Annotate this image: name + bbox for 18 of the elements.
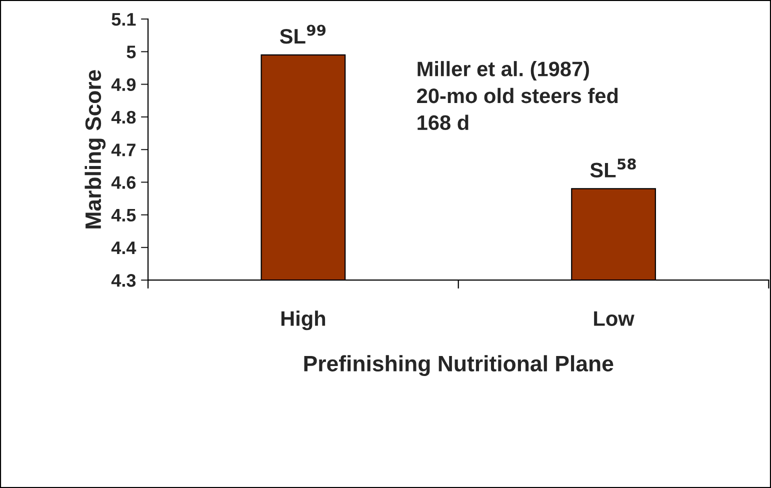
annotation: 168 d <box>418 114 468 130</box>
annotation: SL$^{99}$ <box>280 24 326 44</box>
y-tick-label: 4.9 <box>111 78 136 92</box>
x-axis-title: Prefinishing Nutritional Plane <box>304 355 614 376</box>
x-tick-label: High <box>281 310 326 330</box>
y-tick-label: 4.7 <box>111 144 136 156</box>
y-tick-label: 4.3 <box>111 274 136 287</box>
y-tick-label: 4.8 <box>111 110 136 124</box>
y-tick-label: 5.1 <box>112 13 136 26</box>
y-tick-label: 4.4 <box>111 242 136 254</box>
y-tick-label: 4.5 <box>111 208 136 222</box>
x-tick-label: Low <box>594 311 634 326</box>
annotation: 20-mo old steers fed <box>417 88 618 104</box>
y-tick-label: 4.6 <box>111 176 136 189</box>
annotation: Miller et al. (1987) <box>418 61 589 80</box>
y-tick-label: 5 <box>126 46 136 58</box>
y-axis-title: Marbling Score <box>84 70 106 228</box>
annotation: SL$^{58}$ <box>590 158 636 178</box>
